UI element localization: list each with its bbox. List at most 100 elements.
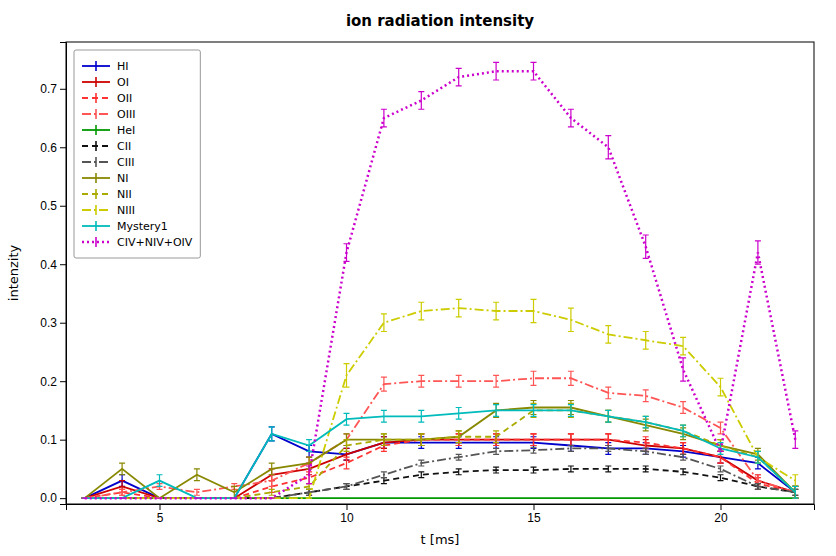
error-bar	[269, 498, 275, 499]
tick-mark	[534, 504, 535, 510]
legend-label: NI	[117, 172, 128, 185]
error-bar	[605, 136, 611, 159]
error-bar	[82, 498, 88, 499]
legend-item: OIII	[82, 108, 135, 121]
series-line	[85, 440, 796, 498]
x-axis: 5 10 15 20	[67, 504, 815, 525]
tick-label: 0.6	[40, 141, 57, 155]
plot-frame	[66, 42, 814, 504]
tick-label: 0.1	[40, 433, 57, 447]
series-line	[85, 378, 796, 498]
tick: 0.3	[40, 316, 66, 330]
error-bar	[82, 498, 88, 499]
legend-item: CII	[82, 140, 131, 153]
tick: 20	[714, 504, 728, 525]
tick: 0.2	[40, 375, 66, 389]
tick: 0.5	[40, 199, 66, 213]
plot: 51015200.00.10.20.30.40.50.60.7HIOIOIIOI…	[40, 42, 814, 525]
legend: HI OI OII OIII HeI CII CIII NI NII NIII Mystery1 CI…	[74, 50, 200, 258]
tick: 0.6	[40, 141, 66, 155]
legend-swatch-bar	[95, 205, 97, 215]
tick-mark	[60, 323, 66, 324]
tick-label: 0.5	[40, 199, 57, 213]
error-bar	[381, 314, 387, 332]
error-bar	[82, 498, 88, 499]
error-bar	[269, 498, 275, 499]
error-bar	[82, 498, 88, 499]
tick-mark	[60, 498, 66, 499]
tick-label: 15	[527, 511, 541, 525]
series-line	[85, 410, 796, 498]
tick-mark	[60, 206, 66, 207]
legend-label: NII	[117, 188, 132, 201]
tick-mark	[347, 504, 348, 510]
tick-label: 0.3	[40, 316, 57, 330]
legend-box	[74, 50, 200, 258]
legend-item: OI	[82, 76, 129, 89]
error-bar	[82, 498, 88, 499]
axis-line	[60, 43, 67, 505]
legend-swatch-bar	[95, 141, 97, 151]
tick-mark	[60, 381, 66, 382]
legend-swatch-bar	[95, 93, 97, 103]
tick-label: 10	[340, 511, 354, 525]
legend-swatch-bar	[95, 77, 97, 87]
legend-label: CII	[117, 140, 131, 153]
error-bar	[82, 498, 88, 499]
series-line	[85, 469, 796, 498]
tick-mark	[60, 89, 66, 90]
legend-label: CIV+NIV+OIV	[117, 236, 193, 249]
legend-swatch-bar	[95, 221, 97, 231]
legend-item: Mystery1	[82, 220, 168, 233]
legend-label: NIII	[117, 204, 135, 217]
legend-swatch-bar	[95, 189, 97, 199]
axis-line	[67, 505, 815, 511]
tick: 5	[157, 504, 164, 525]
legend-item: OII	[82, 92, 132, 105]
error-bar	[82, 498, 88, 499]
chart: 51015200.00.10.20.30.40.50.60.7HIOIOIIOI…	[0, 0, 836, 556]
legend-swatch-bar	[95, 173, 97, 183]
legend-label: HeI	[117, 124, 135, 137]
tick-mark	[160, 504, 161, 510]
tick-label: 0.4	[40, 258, 57, 272]
error-bar	[493, 375, 499, 387]
series-line	[85, 448, 796, 498]
tick-label: 5	[157, 511, 164, 525]
tick: 0.7	[40, 82, 66, 96]
series-line	[85, 410, 796, 498]
series	[82, 371, 799, 498]
legend-label: CIII	[117, 156, 134, 169]
legend-item: NII	[82, 188, 132, 201]
tick-mark	[60, 147, 66, 148]
series	[82, 403, 799, 498]
tick-mark	[60, 264, 66, 265]
y-axis-title: intenzity	[6, 244, 21, 301]
series-line	[85, 440, 796, 498]
tick-mark	[60, 440, 66, 441]
legend-label: Mystery1	[117, 220, 168, 233]
legend-label: HI	[117, 60, 129, 73]
legend-swatch-bar	[95, 61, 97, 71]
series	[82, 466, 799, 498]
legend-swatch-bar	[95, 109, 97, 119]
error-bar	[680, 402, 686, 414]
x-axis-title: t [ms]	[421, 532, 460, 547]
chart-title: ion radiation intensity	[346, 12, 534, 30]
error-bar	[82, 498, 88, 499]
tick: 0.1	[40, 433, 66, 447]
series	[82, 434, 799, 498]
error-bar	[269, 498, 275, 499]
tick: 0.4	[40, 258, 66, 272]
series-line	[85, 434, 796, 498]
tick-label: 20	[714, 511, 728, 525]
error-bar	[269, 498, 275, 499]
legend-swatch-bar	[95, 157, 97, 167]
series-line	[85, 308, 796, 498]
legend-swatch-bar	[95, 125, 97, 135]
y-axis: 0.00.10.20.30.40.50.60.7	[40, 43, 66, 506]
legend-swatch-bar	[95, 237, 97, 247]
tick: 15	[527, 504, 541, 525]
legend-label: OII	[117, 92, 132, 105]
error-bar	[82, 498, 88, 499]
